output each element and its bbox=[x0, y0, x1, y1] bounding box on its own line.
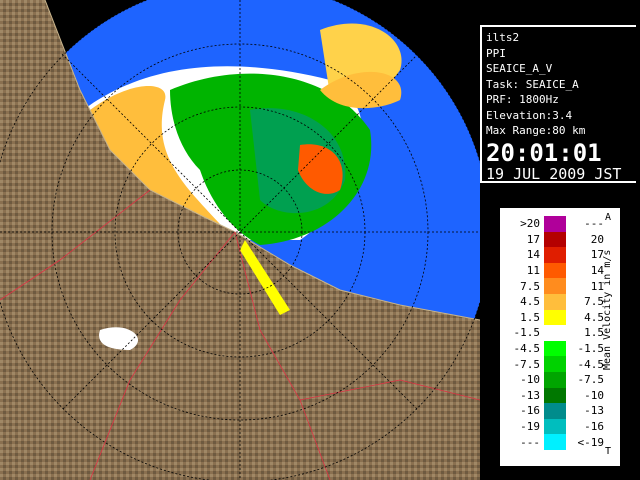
date: 19 JUL 2009 JST bbox=[486, 164, 622, 183]
legend-swatch bbox=[544, 403, 566, 419]
radar-map bbox=[0, 0, 480, 480]
max-range: Max Range:80 km bbox=[486, 124, 586, 137]
echo-orange-spot bbox=[298, 144, 343, 194]
legend-low: 11 bbox=[526, 264, 540, 278]
legend: >20 --- 17 20 14 17 11 14 7.5 11 4.5 7.5 1.5 4.5 -1.5 1… bbox=[500, 208, 620, 466]
legend-high: 7.5 bbox=[584, 295, 604, 309]
legend-high: 20 bbox=[590, 232, 604, 246]
legend-high: 14 bbox=[590, 264, 604, 278]
legend-swatch bbox=[544, 216, 566, 232]
echo-white-land bbox=[99, 327, 139, 350]
legend-low: 17 bbox=[526, 232, 540, 246]
legend-bottom-label: T bbox=[605, 446, 612, 457]
legend-row: -16 -13 bbox=[506, 403, 604, 419]
legend-low: >20 bbox=[520, 217, 540, 231]
task: Task: SEAICE_A bbox=[486, 77, 579, 91]
legend-low: -7.5 bbox=[513, 357, 541, 371]
legend-high: -13 bbox=[584, 404, 604, 418]
legend-row: -10 -7.5 bbox=[506, 371, 605, 388]
legend-swatch bbox=[544, 325, 566, 341]
legend-low: -10 bbox=[520, 373, 540, 387]
legend-high: -1.5 bbox=[577, 342, 605, 356]
legend-swatch bbox=[544, 278, 566, 294]
product: SEAICE_A_V bbox=[486, 62, 553, 75]
legend-axis: A Mean Velocity in m/s T bbox=[600, 210, 618, 464]
boundaries bbox=[0, 189, 480, 480]
legend-row: >20 --- bbox=[506, 216, 604, 232]
legend-row: 14 17 bbox=[506, 247, 604, 263]
legend-row: -13 -10 bbox=[506, 387, 604, 404]
legend-row: 11 14 bbox=[506, 262, 604, 279]
legend-row: 17 20 bbox=[506, 231, 604, 248]
legend-low: -19 bbox=[520, 420, 540, 434]
legend-swatch bbox=[544, 231, 566, 248]
legend-rows: >20 --- 17 20 14 17 11 14 7.5 11 4.5 7.5 1.5 4.5 -1.5 1… bbox=[506, 216, 604, 450]
legend-low: -4.5 bbox=[513, 342, 541, 356]
legend-swatch bbox=[544, 356, 566, 372]
legend-swatch bbox=[544, 434, 566, 450]
legend-row: --- <-19 bbox=[506, 434, 604, 450]
legend-swatch bbox=[544, 309, 566, 326]
legend-axis-label: Mean Velocity in m/s bbox=[602, 249, 613, 370]
legend-swatch bbox=[544, 340, 566, 357]
legend-row: -4.5 -1.5 bbox=[506, 340, 605, 357]
legend-swatch bbox=[544, 371, 566, 388]
legend-high: -16 bbox=[584, 420, 604, 434]
legend-high: 1.5 bbox=[584, 326, 604, 340]
site: ilts2 bbox=[486, 31, 520, 44]
legend-swatch bbox=[544, 247, 566, 263]
legend-low: -16 bbox=[520, 404, 540, 418]
legend-low: 7.5 bbox=[520, 279, 540, 293]
legend-low: --- bbox=[520, 435, 540, 449]
legend-swatch bbox=[544, 262, 566, 279]
range-rings bbox=[0, 0, 480, 480]
legend-row: -1.5 1.5 bbox=[506, 325, 604, 341]
legend-high: -7.5 bbox=[577, 373, 605, 387]
legend-row: 4.5 7.5 bbox=[506, 293, 604, 310]
elevation: Elevation:3.4 bbox=[486, 108, 573, 122]
legend-swatch bbox=[544, 387, 566, 404]
legend-low: 14 bbox=[526, 248, 540, 262]
coastline bbox=[44, 0, 480, 321]
legend-row: -19 -16 bbox=[506, 418, 604, 435]
legend-swatch bbox=[544, 293, 566, 310]
legend-low: 4.5 bbox=[520, 295, 540, 309]
legend-swatch bbox=[544, 418, 566, 435]
legend-high: 11 bbox=[590, 279, 604, 293]
legend-high: 4.5 bbox=[584, 310, 604, 324]
echo-northeast bbox=[320, 71, 402, 109]
time: 20:01:01 bbox=[486, 138, 602, 167]
legend-top-label: A bbox=[605, 212, 612, 223]
legend-low: -13 bbox=[520, 388, 540, 402]
prf: PRF: 1800Hz bbox=[486, 93, 559, 106]
legend-high: -4.5 bbox=[577, 357, 605, 371]
legend-low: -1.5 bbox=[513, 326, 541, 340]
legend-row: -7.5 -4.5 bbox=[506, 356, 604, 372]
legend-row: 7.5 11 bbox=[506, 278, 604, 294]
legend-high: -10 bbox=[584, 388, 604, 402]
legend-high: <-19 bbox=[577, 435, 605, 449]
legend-row: 1.5 4.5 bbox=[506, 309, 604, 326]
mode: PPI bbox=[486, 46, 506, 60]
info-panel: ilts2 PPI SEAICE_A_V Task: SEAICE_A PRF:… bbox=[480, 25, 636, 183]
echo-yellow-streak bbox=[240, 240, 290, 315]
legend-low: 1.5 bbox=[520, 310, 540, 324]
legend-high: 17 bbox=[590, 248, 604, 262]
legend-high: --- bbox=[584, 217, 604, 231]
